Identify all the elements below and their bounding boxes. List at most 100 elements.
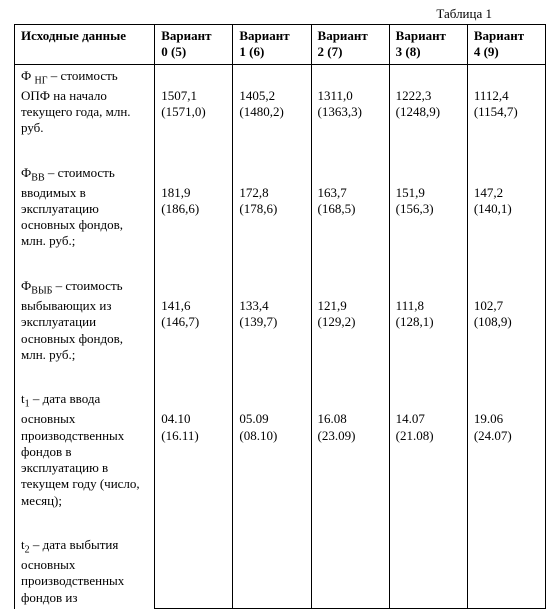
value-cell-spacer: [155, 275, 233, 295]
row-label: t2 – дата выбытия основных производствен…: [15, 534, 155, 609]
value-cell: 102,7(108,9): [467, 295, 545, 366]
value-cell-spacer: [467, 275, 545, 295]
value-cell: 141,6(146,7): [155, 295, 233, 366]
header-cell: Исходные данные: [15, 25, 155, 65]
value-cell-spacer: [467, 388, 545, 408]
table-row: t1 – дата ввода основных производственны…: [15, 388, 546, 408]
header-cell: Вариант3 (8): [389, 25, 467, 65]
value-cell: 151,9(156,3): [389, 182, 467, 253]
table-row: Ф НГ – стоимость ОПФ на начало текущего …: [15, 64, 546, 85]
gap-cell: [233, 253, 311, 275]
value-cell: 1112,4(1154,7): [467, 85, 545, 140]
row-label: ФВЫБ – стоимость выбывающих из эксплуата…: [15, 275, 155, 366]
gap-cell: [233, 512, 311, 534]
gap-cell: [389, 139, 467, 161]
value-cell-spacer: [233, 275, 311, 295]
value-cell-spacer: [233, 162, 311, 182]
value-cell-spacer: [389, 162, 467, 182]
gap-cell: [233, 366, 311, 388]
value-cell: [311, 554, 389, 609]
table-row: t2 – дата выбытия основных производствен…: [15, 534, 546, 554]
value-cell-spacer: [155, 162, 233, 182]
row-label: Ф НГ – стоимость ОПФ на начало текущего …: [15, 64, 155, 139]
table-row-gap: [15, 512, 546, 534]
table-row: ФВЫБ – стоимость выбывающих из эксплуата…: [15, 275, 546, 295]
gap-cell: [467, 253, 545, 275]
gap-cell: [155, 253, 233, 275]
row-label: ФВВ – стоимость вводимых в эксплуатацию …: [15, 162, 155, 253]
value-cell: 19.06(24.07): [467, 408, 545, 512]
gap-cell: [311, 512, 389, 534]
table-row-gap: [15, 253, 546, 275]
value-cell: [233, 554, 311, 609]
value-cell: [389, 554, 467, 609]
row-label: t1 – дата ввода основных производственны…: [15, 388, 155, 512]
gap-cell: [389, 253, 467, 275]
gap-cell: [467, 512, 545, 534]
value-cell: 1311,0(1363,3): [311, 85, 389, 140]
gap-cell: [155, 366, 233, 388]
value-cell: 16.08(23.09): [311, 408, 389, 512]
gap-cell: [15, 253, 155, 275]
value-cell-spacer: [233, 64, 311, 85]
header-row: Исходные данныеВариант0 (5)Вариант1 (6)В…: [15, 25, 546, 65]
table-row-gap: [15, 139, 546, 161]
value-cell: 04.10(16.11): [155, 408, 233, 512]
value-cell-spacer: [389, 64, 467, 85]
value-cell: 163,7(168,5): [311, 182, 389, 253]
gap-cell: [15, 139, 155, 161]
value-cell-spacer: [311, 275, 389, 295]
value-cell-spacer: [467, 162, 545, 182]
value-cell: 172,8(178,6): [233, 182, 311, 253]
value-cell: 147,2(140,1): [467, 182, 545, 253]
value-cell: 1222,3(1248,9): [389, 85, 467, 140]
gap-cell: [467, 139, 545, 161]
value-cell-spacer: [233, 388, 311, 408]
gap-cell: [389, 366, 467, 388]
gap-cell: [467, 366, 545, 388]
value-cell: 1405,2(1480,2): [233, 85, 311, 140]
value-cell-spacer: [389, 388, 467, 408]
gap-cell: [311, 253, 389, 275]
value-cell-spacer: [155, 64, 233, 85]
value-cell: 121,9(129,2): [311, 295, 389, 366]
header-cell: Вариант4 (9): [467, 25, 545, 65]
header-cell: Вариант0 (5): [155, 25, 233, 65]
value-cell: 111,8(128,1): [389, 295, 467, 366]
gap-cell: [389, 512, 467, 534]
table-row: ФВВ – стоимость вводимых в эксплуатацию …: [15, 162, 546, 182]
value-cell: 1507,1(1571,0): [155, 85, 233, 140]
value-cell-spacer: [155, 534, 233, 554]
value-cell-spacer: [311, 162, 389, 182]
table-head: Исходные данныеВариант0 (5)Вариант1 (6)В…: [15, 25, 546, 65]
value-cell: [155, 554, 233, 609]
value-cell-spacer: [389, 534, 467, 554]
value-cell-spacer: [467, 534, 545, 554]
gap-cell: [15, 512, 155, 534]
value-cell: 05.09(08.10): [233, 408, 311, 512]
value-cell-spacer: [311, 534, 389, 554]
value-cell: 133,4(139,7): [233, 295, 311, 366]
table-caption: Таблица 1: [14, 6, 546, 22]
value-cell-spacer: [389, 275, 467, 295]
table-row-gap: [15, 366, 546, 388]
gap-cell: [155, 139, 233, 161]
value-cell-spacer: [311, 64, 389, 85]
gap-cell: [311, 366, 389, 388]
header-cell: Вариант2 (7): [311, 25, 389, 65]
value-cell-spacer: [233, 534, 311, 554]
value-cell: 14.07(21.08): [389, 408, 467, 512]
value-cell-spacer: [467, 64, 545, 85]
value-cell-spacer: [311, 388, 389, 408]
gap-cell: [15, 366, 155, 388]
gap-cell: [155, 512, 233, 534]
document-page: Таблица 1 Исходные данныеВариант0 (5)Вар…: [0, 0, 560, 541]
value-cell: 181,9(186,6): [155, 182, 233, 253]
value-cell-spacer: [155, 388, 233, 408]
table-body: Ф НГ – стоимость ОПФ на начало текущего …: [15, 64, 546, 609]
gap-cell: [233, 139, 311, 161]
data-table: Исходные данныеВариант0 (5)Вариант1 (6)В…: [14, 24, 546, 609]
value-cell: [467, 554, 545, 609]
gap-cell: [311, 139, 389, 161]
header-cell: Вариант1 (6): [233, 25, 311, 65]
